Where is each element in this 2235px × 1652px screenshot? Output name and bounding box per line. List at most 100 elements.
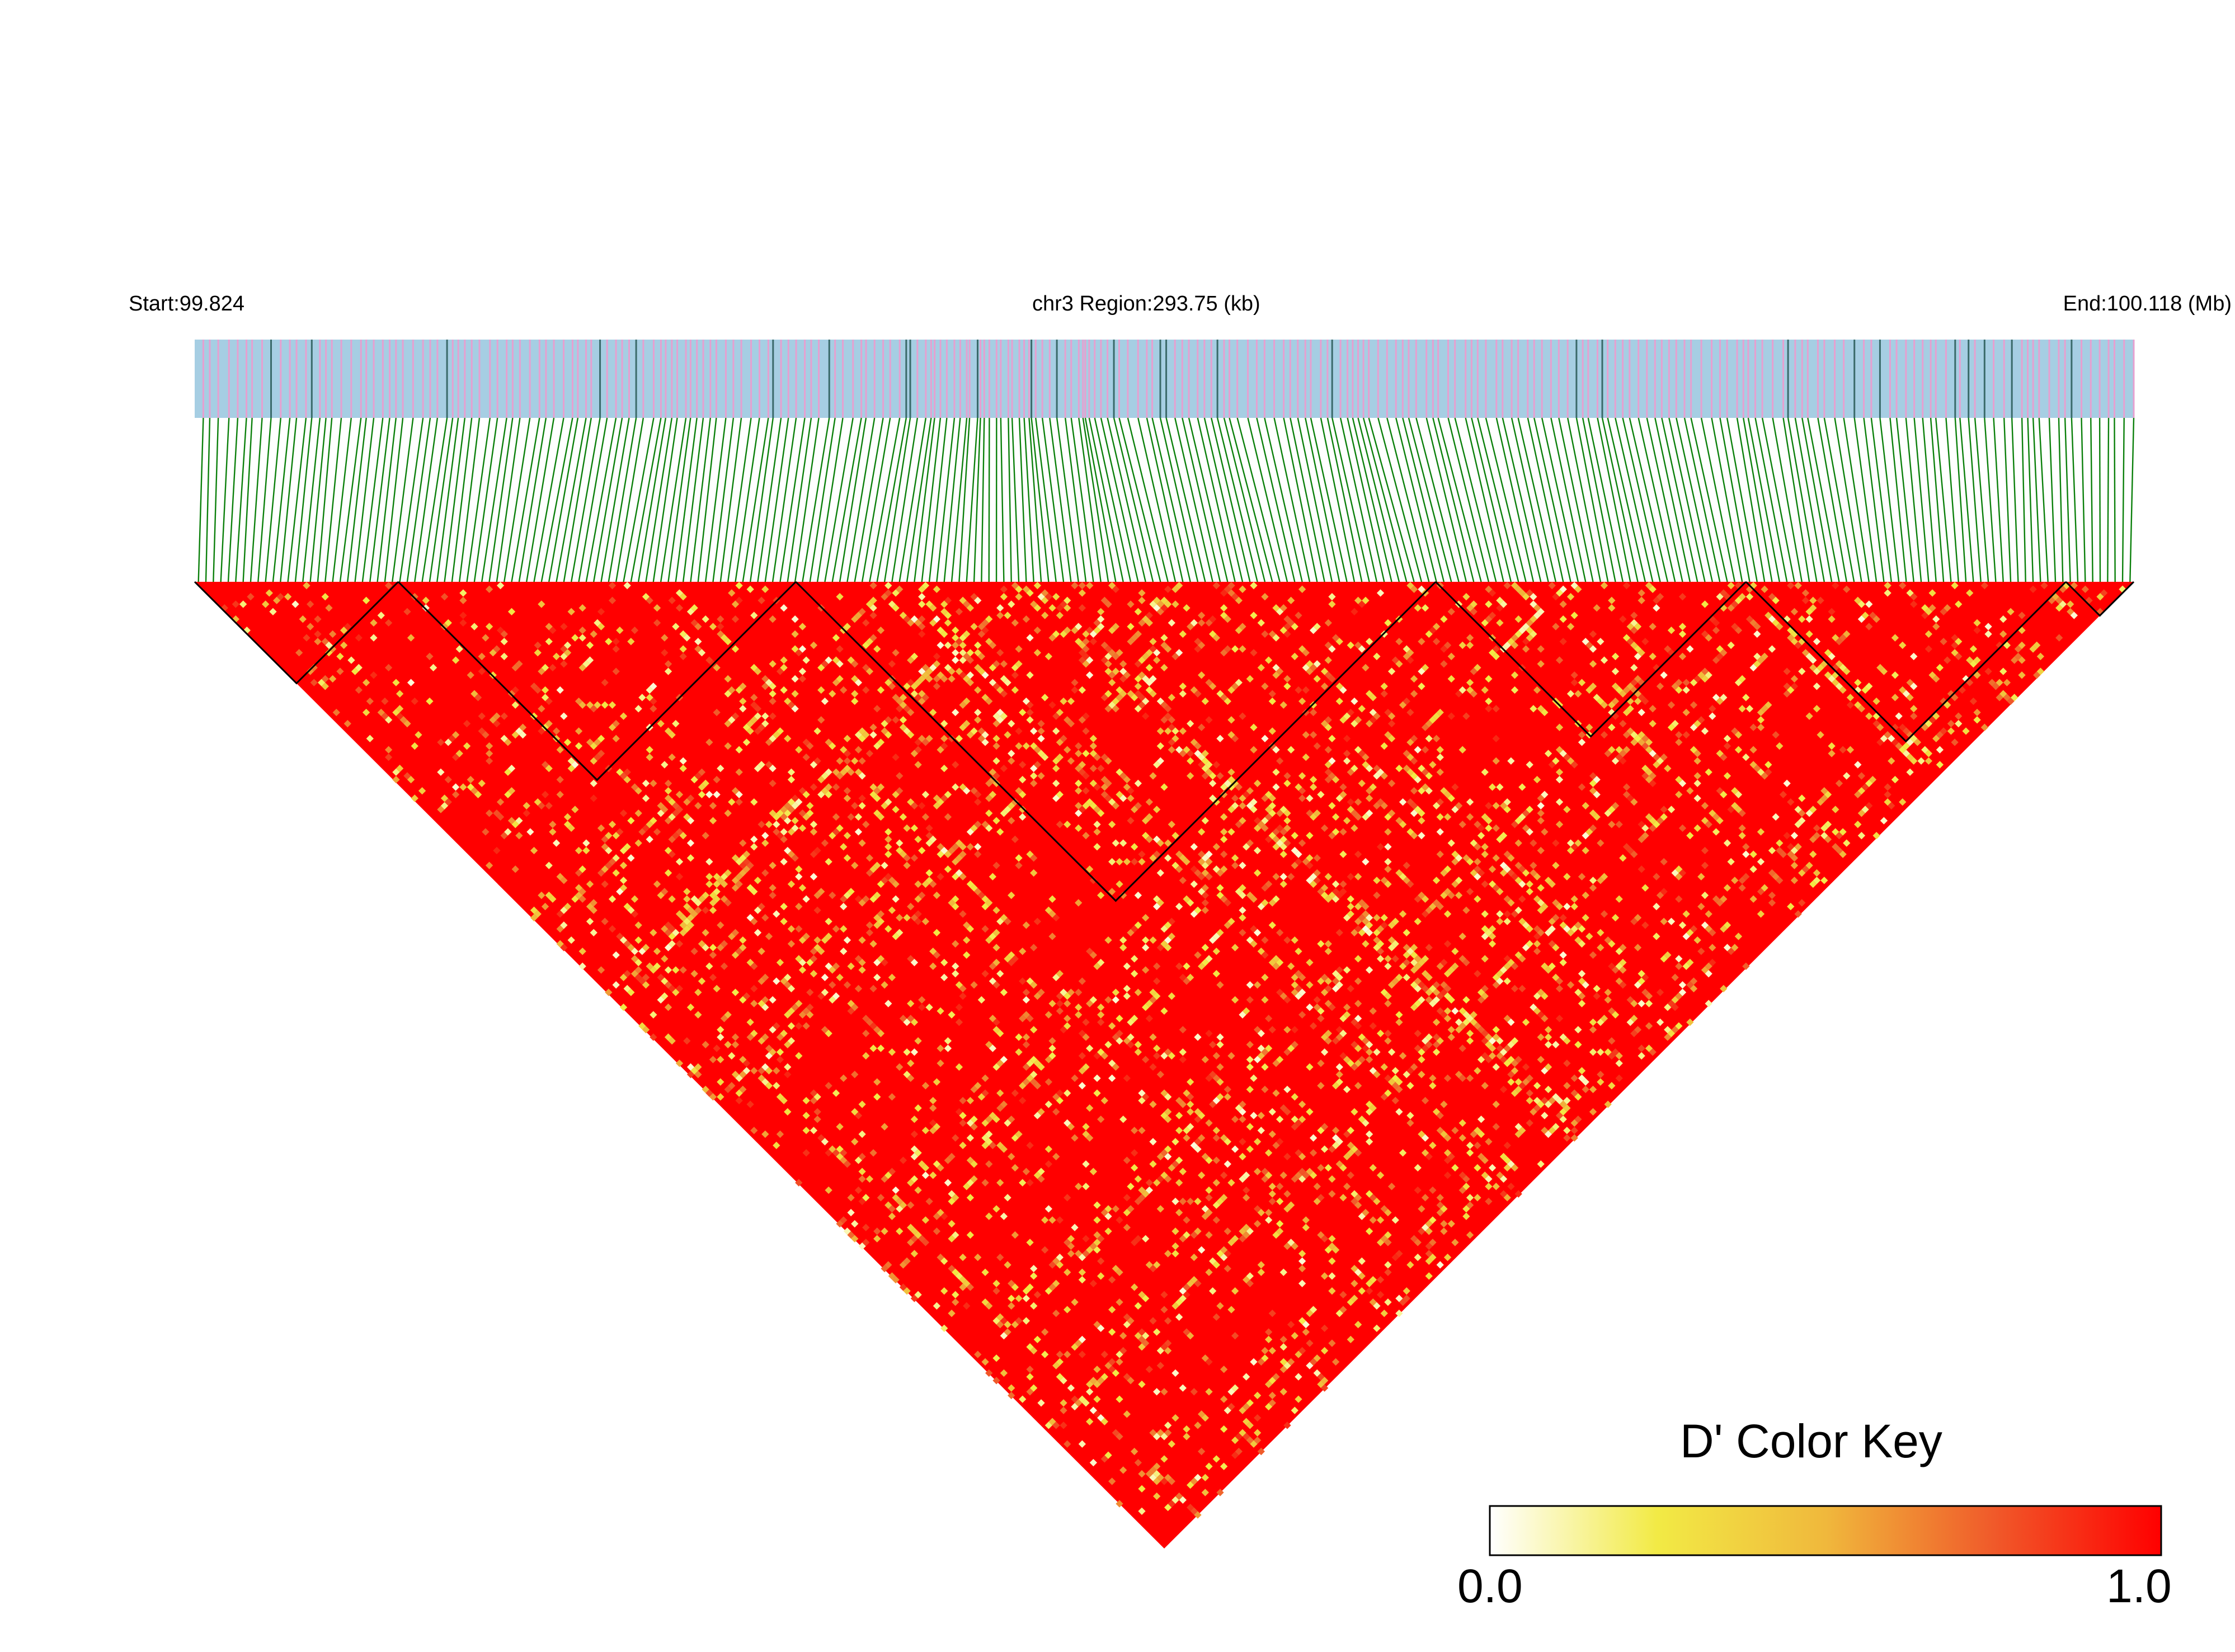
ld-cell [1533, 611, 1541, 619]
ld-cell [1518, 627, 1526, 634]
ld-cell [1779, 850, 1787, 858]
ld-cell [1354, 902, 1362, 911]
ld-cell [869, 1044, 877, 1052]
ld-cell [981, 925, 989, 933]
ld-cell [959, 641, 967, 649]
ld-cell [578, 663, 586, 672]
ld-cell [1134, 891, 1142, 900]
ld-cell [485, 809, 493, 817]
ld-cell [1100, 694, 1109, 702]
ld-cell [1257, 947, 1265, 956]
ld-cell [832, 768, 840, 776]
ld-cell [560, 921, 568, 929]
ld-cell [1064, 1000, 1071, 1008]
ld-cell [1742, 873, 1750, 881]
ld-cell [627, 944, 635, 952]
ld-cell [829, 832, 836, 840]
ld-cell [1276, 809, 1284, 817]
ld-cell [1183, 1433, 1191, 1441]
ld-cell [1511, 820, 1519, 829]
ld-cell [1093, 1052, 1101, 1060]
ld-cell [1347, 1298, 1354, 1306]
ld-cell [862, 731, 870, 739]
ld-cell [1309, 663, 1318, 672]
ld-cell [1387, 719, 1396, 728]
ld-cell [1395, 1108, 1403, 1116]
ld-cell [1064, 1022, 1071, 1030]
ld-cell [1008, 891, 1015, 900]
snp-connector [280, 417, 298, 582]
ld-cell [1309, 873, 1318, 881]
snp-connector [1188, 417, 1229, 582]
ld-cell [851, 862, 859, 869]
ld-cell [1190, 843, 1198, 851]
ld-cell [836, 1152, 844, 1161]
ld-cell [1283, 1085, 1291, 1094]
ld-cell [1418, 958, 1425, 967]
ld-cell [754, 727, 762, 735]
ld-cell [754, 764, 762, 773]
ld-cell [1131, 1447, 1138, 1456]
ld-cell [407, 634, 415, 642]
ld-cell [739, 869, 747, 877]
ld-cell [675, 1059, 684, 1067]
ld-cell [1183, 977, 1191, 985]
ld-cell [1563, 806, 1571, 813]
ld-cell [1328, 600, 1336, 608]
ld-cell [1678, 989, 1687, 996]
ld-cell [1052, 757, 1060, 765]
ld-cell [1116, 880, 1123, 888]
ld-cell [1011, 835, 1019, 844]
snp-connector [1182, 417, 1221, 582]
ld-cell [1320, 884, 1329, 892]
ld-cell [1082, 712, 1090, 720]
ld-cell [459, 611, 467, 619]
ld-cell [515, 817, 523, 825]
ld-cell [1566, 981, 1575, 989]
ld-cell [1100, 1373, 1109, 1381]
ld-cell [869, 731, 877, 739]
ld-cell [903, 1048, 911, 1056]
ld-cell [1570, 1089, 1578, 1097]
ld-cell [1354, 955, 1362, 963]
ld-cell [1108, 1074, 1116, 1082]
ld-cell [1410, 966, 1418, 974]
ld-cell [899, 694, 907, 702]
ld-cell [1682, 731, 1690, 739]
ld-cell [1060, 989, 1067, 996]
ld-cell [1653, 873, 1660, 881]
ld-cell [1160, 940, 1168, 948]
ld-cell [668, 940, 676, 948]
ld-cell [1093, 843, 1101, 851]
ld-cell [1387, 667, 1396, 675]
ld-cell [1440, 615, 1448, 623]
ld-cell [1339, 1164, 1347, 1172]
ld-cell [306, 623, 314, 630]
ld-cell [1149, 1466, 1157, 1474]
ld-cell [1425, 1041, 1433, 1048]
ld-cell [608, 895, 617, 903]
ld-cell [601, 835, 609, 844]
ld-cell [802, 895, 810, 903]
ld-cell [992, 719, 1000, 728]
ld-cell [974, 1350, 982, 1358]
ld-cell [694, 1011, 702, 1019]
ld-cell [605, 832, 613, 840]
ld-cell [1418, 832, 1425, 840]
snp-connector [1711, 417, 1743, 582]
ld-cell [1597, 697, 1605, 705]
ld-cell [515, 727, 523, 735]
ld-cell [1160, 596, 1168, 605]
ld-cell [1365, 1048, 1373, 1056]
ld-cell [1060, 697, 1067, 705]
snp-connector [593, 417, 623, 582]
snp-connector [1787, 417, 1818, 582]
ld-cell [1093, 1216, 1101, 1224]
ld-cell [1078, 582, 1086, 590]
ld-cell [1574, 585, 1582, 594]
ld-cell [780, 604, 788, 612]
ld-cell [773, 1022, 780, 1030]
snp-connector [265, 417, 281, 582]
ld-cell [1320, 683, 1329, 690]
ld-cell [1138, 656, 1146, 664]
